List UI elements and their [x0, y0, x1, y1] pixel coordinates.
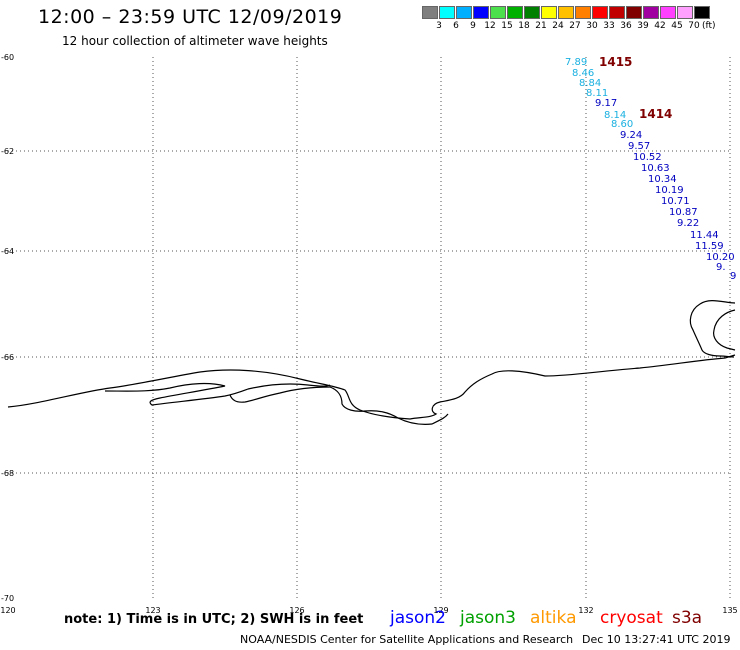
- colorbar-label: 21: [535, 21, 547, 31]
- antarctic-coastline: [7, 300, 736, 425]
- colorbar-label: 15: [501, 21, 513, 31]
- wave-height-label: 11.44: [690, 230, 719, 241]
- wave-height-label: 7.89: [565, 57, 587, 68]
- longitude-label: 129: [433, 606, 448, 615]
- coastline-inner-loop: [104, 382, 331, 406]
- colorbar-label: 70: [688, 21, 700, 31]
- latitude-label: -70: [1, 594, 14, 603]
- wave-height-label: 8.11: [586, 88, 608, 99]
- legend-cryosat: cryosat: [600, 608, 663, 628]
- colorbar-label: 3: [436, 21, 442, 31]
- colorbar-label: 6: [453, 21, 459, 31]
- colorbar-swatch: [660, 6, 676, 19]
- wave-height-label: 10.19: [655, 185, 684, 196]
- coastline-main: [7, 354, 736, 420]
- wave-height-label: 9.17: [595, 98, 617, 109]
- colorbar-label: 39: [637, 21, 649, 31]
- colorbar-label: 24: [552, 21, 564, 31]
- wave-height-label: 8.60: [611, 119, 633, 130]
- wave-height-label: 10.34: [648, 174, 677, 185]
- legend-jason2: jason2: [390, 608, 446, 628]
- wave-height-label: 9.: [716, 262, 726, 273]
- wave-height-label: 8.14: [604, 110, 626, 121]
- longitude-label: 123: [145, 606, 160, 615]
- wave-height-label: 8.84: [579, 78, 601, 89]
- colorbar-swatch: [694, 6, 710, 19]
- latitude-label: -66: [1, 353, 14, 362]
- coastline-east-cape: [689, 300, 736, 358]
- wave-height-label: 10.20: [706, 252, 735, 263]
- coastline-bay: [229, 386, 449, 425]
- colorbar-label: 9: [470, 21, 476, 31]
- colorbar-label: 27: [569, 21, 581, 31]
- pass-number-label: 1415: [599, 55, 632, 69]
- colorbar-unit: (ft): [702, 21, 716, 31]
- colorbar-swatch: [490, 6, 506, 19]
- wave-height-observations: 7.898.468.848.119.178.148.609.249.5710.5…: [565, 55, 736, 282]
- colorbar-label: 33: [603, 21, 615, 31]
- wave-height-label: 10.52: [633, 152, 662, 163]
- longitude-label: 120: [0, 606, 15, 615]
- wave-height-label: 9.24: [620, 130, 642, 141]
- colorbar-swatch: [575, 6, 591, 19]
- colorbar-swatch: [677, 6, 693, 19]
- colorbar-swatch: [473, 6, 489, 19]
- latitude-label: -64: [1, 247, 14, 256]
- colorbar-label: 30: [586, 21, 598, 31]
- colorbar-label: 12: [484, 21, 496, 31]
- legend-s3a: s3a: [672, 608, 703, 628]
- colorbar-label: 36: [620, 21, 632, 31]
- colorbar-swatch: [541, 6, 557, 19]
- colorbar-label: 42: [654, 21, 666, 31]
- latitude-label: -62: [1, 147, 14, 156]
- longitude-label: 132: [578, 606, 593, 615]
- page-subtitle: 12 hour collection of altimeter wave hei…: [62, 34, 328, 48]
- legend-altika: altika: [530, 608, 577, 628]
- wave-height-label: 10.87: [669, 207, 698, 218]
- colorbar-swatch: [643, 6, 659, 19]
- colorbar-swatch: [592, 6, 608, 19]
- footer-note: note: 1) Time is in UTC; 2) SWH is in fe…: [64, 612, 364, 627]
- wave-height-label: 11.59: [695, 241, 724, 252]
- colorbar-label: 45: [671, 21, 683, 31]
- colorbar-swatch: [524, 6, 540, 19]
- credit-text: NOAA/NESDIS Center for Satellite Applica…: [240, 633, 574, 646]
- graticule: -60 -62 -64 -66 -68 -70 120 123 126 129 132 135: [0, 53, 737, 615]
- wave-height-label: 10.63: [641, 163, 670, 174]
- colorbar-swatch: [507, 6, 523, 19]
- colorbar-label: 18: [518, 21, 530, 31]
- wave-height-label: 8.46: [572, 68, 594, 79]
- coastline-east-tip: [713, 309, 736, 351]
- page-title: 12:00 – 23:59 UTC 12/09/2019: [38, 6, 343, 28]
- pass-number-label: 1414: [639, 107, 672, 121]
- wave-height-label: 9.22: [677, 218, 699, 229]
- colorbar-swatch: [626, 6, 642, 19]
- wave-height-label: 10.71: [661, 196, 690, 207]
- colorbar-swatch: [558, 6, 574, 19]
- wave-height-label: 9.57: [628, 141, 650, 152]
- legend-jason3: jason3: [460, 608, 516, 628]
- longitude-label: 135: [722, 606, 737, 615]
- latitude-label: -60: [1, 53, 14, 62]
- longitude-label: 126: [289, 606, 304, 615]
- colorbar-swatch: [456, 6, 472, 19]
- colorbar-swatch: [422, 6, 438, 19]
- generated-timestamp: Dec 10 13:27:41 UTC 2019: [582, 633, 731, 646]
- latitude-label: -68: [1, 469, 14, 478]
- colorbar-swatch: [439, 6, 455, 19]
- colorbar-swatch: [609, 6, 625, 19]
- wave-height-label: 9: [730, 271, 736, 282]
